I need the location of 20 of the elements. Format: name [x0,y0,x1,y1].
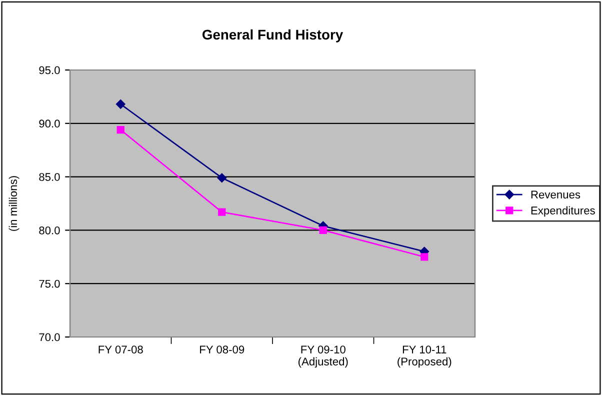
legend-label: Expenditures [531,206,595,217]
y-axis-title: (in millions) [8,176,20,231]
point [217,173,226,182]
legend-label: Revenues [531,190,580,199]
point [218,208,226,216]
point [116,126,124,134]
y-tick-label: 95.0 [39,66,60,74]
y-tick-label: 70.0 [39,333,60,342]
x-tick-label: FY 08-09 [200,346,244,354]
y-tick-label: 90.0 [39,120,60,128]
y-tick-label: 80.0 [39,226,60,234]
point [420,253,428,261]
x-tick-label: FY 09-10 (Adjusted) [298,346,348,368]
chart-title: General Fund History [202,29,344,42]
x-tick-label: FY 07-08 [98,346,143,354]
y-tick-label: 75.0 [39,280,60,288]
point [319,226,327,234]
y-tick-label: 85.0 [39,173,60,181]
x-tick-label: FY 10-11 (Proposed) [398,346,452,368]
point [116,100,126,109]
